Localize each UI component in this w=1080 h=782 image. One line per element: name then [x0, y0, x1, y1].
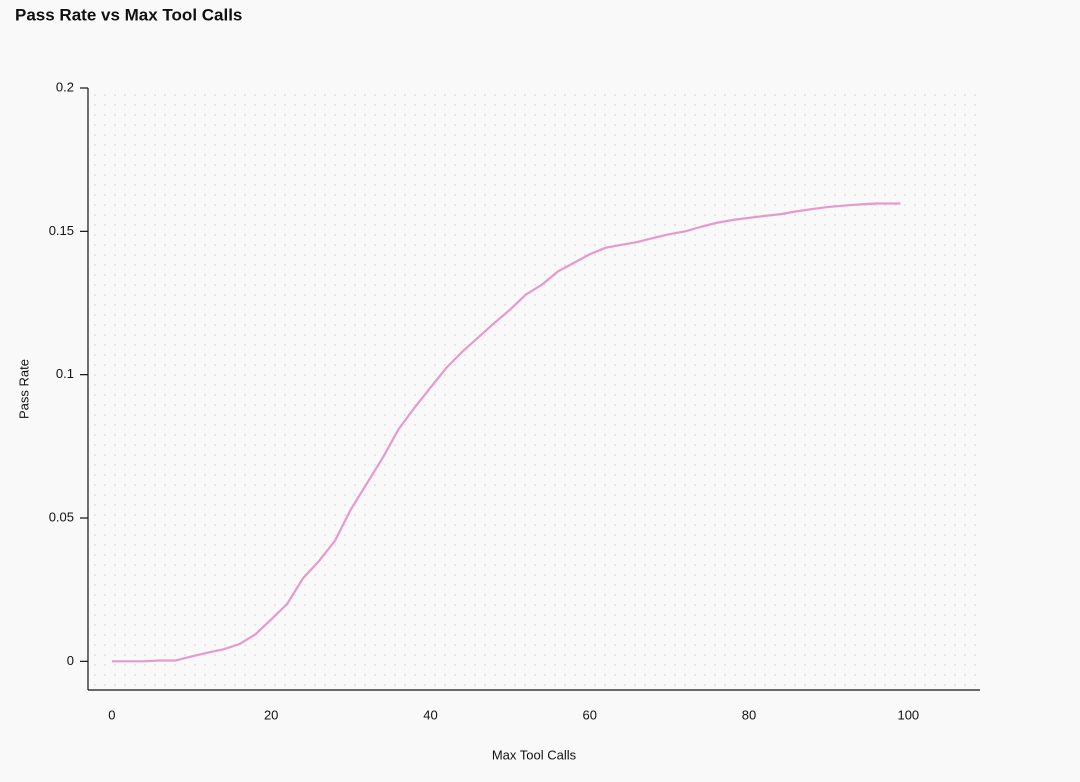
y-tick-label: 0: [67, 653, 74, 668]
y-tick-label: 0.2: [56, 79, 74, 94]
x-tick-label: 0: [108, 707, 115, 722]
x-tick-label: 20: [264, 707, 278, 722]
y-tick-label: 0.15: [49, 223, 74, 238]
x-tick-label: 80: [742, 707, 756, 722]
y-tick-label: 0.1: [56, 366, 74, 381]
y-axis-label: Pass Rate: [16, 359, 31, 419]
x-axis-label: Max Tool Calls: [492, 747, 577, 762]
data-line: [111, 202, 901, 663]
y-tick-label: 0.05: [49, 509, 74, 524]
x-tick-label: 60: [583, 707, 597, 722]
plot-area: [88, 88, 980, 690]
x-tick-label: 100: [897, 707, 919, 722]
chart-title: Pass Rate vs Max Tool Calls: [15, 5, 242, 24]
x-tick-label: 40: [423, 707, 437, 722]
